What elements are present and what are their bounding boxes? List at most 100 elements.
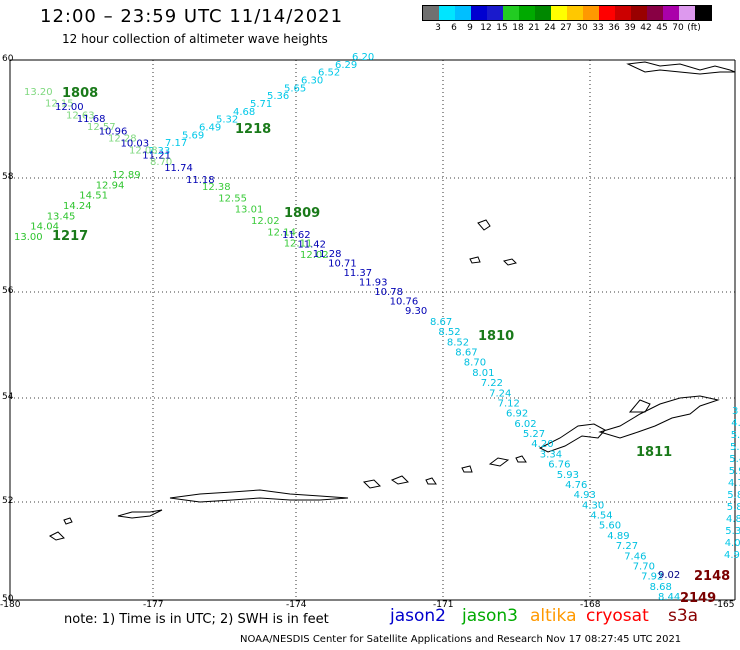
swh-label: 4.54: [590, 511, 612, 522]
legend-labels: 3 6 9 12 15 18 21 24 27 30 33 36 39 42 45 70 (ft): [422, 23, 712, 33]
aleutian-east: [538, 423, 606, 453]
swh-label: 6.02: [514, 419, 536, 430]
pass-number-label: 1811: [636, 445, 672, 460]
swh-label: 9.02: [658, 570, 680, 581]
satellite-jason3-label: jason3: [462, 606, 518, 626]
legend-label: 39: [624, 23, 636, 33]
longitude-label: -180: [0, 600, 21, 610]
altimeter-tracks: 6.206.296.526.305.655.365.714.685.326.49…: [14, 52, 740, 603]
longitude-label: -177: [143, 600, 164, 610]
pribilof-island: [503, 258, 517, 266]
swh-label: 7.27: [616, 541, 638, 552]
swh-label: 12.15: [45, 99, 74, 110]
swh-label: 6.52: [318, 68, 340, 79]
swh-label: 4.93: [574, 490, 596, 501]
swh-label: 5.27: [523, 429, 545, 440]
swh-label: 8.67: [455, 348, 477, 359]
legend-swatch: [423, 6, 439, 20]
swh-label: 10.96: [99, 126, 128, 137]
swh-label: 4.89: [607, 531, 629, 542]
latitude-label: 56: [2, 286, 14, 296]
st-matthew-island: [477, 219, 491, 231]
credit-footer: NOAA/NESDIS Center for Satellite Applica…: [240, 634, 682, 645]
legend-swatch: [455, 6, 471, 20]
swh-label: 12.00: [55, 102, 84, 113]
page-subtitle: 12 hour collection of altimeter wave hei…: [62, 32, 328, 46]
swh-label: 7.24: [489, 388, 511, 399]
legend-swatch: [535, 6, 551, 20]
swh-label: 8.70: [150, 157, 172, 168]
aleutian-far-west: [49, 531, 65, 541]
satellite-altika-label: altika: [530, 606, 577, 626]
latitude-label: 50: [2, 594, 14, 604]
swh-label: 12.14: [267, 227, 296, 238]
swh-label: 7.17: [165, 138, 187, 149]
swh-label: 12.89: [112, 170, 141, 181]
swh-label: 8.67: [430, 317, 452, 328]
pass-number-label: 2149: [680, 591, 716, 606]
map-grid: [9, 59, 736, 601]
swh-label: 14.24: [63, 201, 92, 212]
longitude-label: -171: [433, 600, 454, 610]
swh-label: 4.30: [582, 500, 604, 511]
swh-label: 8.52: [438, 327, 460, 338]
legend-label: 21: [528, 23, 540, 33]
swh-label: 5.71: [250, 99, 272, 110]
swh-label: 4.20: [531, 439, 553, 450]
legend-swatch: [695, 6, 711, 20]
pass-labels: 1808 1218 1809 1217 1810 1811 2148 2149: [52, 86, 730, 606]
longitude-label: -165: [714, 600, 735, 610]
latitude-label: 54: [2, 392, 14, 402]
swh-label: 11.42: [297, 240, 326, 251]
swh-label: 12.02: [251, 216, 280, 227]
swh-label: 12.11: [284, 239, 313, 250]
aleutian-island: [390, 475, 410, 485]
legend-label: 6: [451, 23, 457, 33]
pass-number-label: 1810: [478, 329, 514, 344]
swh-label: 11.18: [186, 175, 215, 186]
coastline: [49, 61, 736, 541]
swh-label: 14.04: [30, 222, 59, 233]
swh-label: 5.4: [730, 442, 740, 453]
swh-label: 4.1: [731, 418, 740, 429]
legend-label: 3: [435, 23, 441, 33]
legend-swatch: [551, 6, 567, 20]
alaska-peninsula: [598, 395, 720, 439]
legend-swatch: [519, 6, 535, 20]
alaska-mainland: [626, 61, 736, 75]
swh-label: 11.62: [282, 230, 311, 241]
latitude-label: 60: [2, 54, 14, 64]
swh-label: 4.78: [728, 478, 740, 489]
color-legend: 3 6 9 12 15 18 21 24 27 30 33 36 39 42 45 70 (ft): [422, 5, 712, 33]
swh-label: 6.29: [335, 60, 357, 71]
swh-label: 5.85: [727, 502, 740, 513]
legend-swatch: [487, 6, 503, 20]
swh-label: 12.38: [202, 182, 231, 193]
swh-label: 12.02: [300, 250, 329, 261]
swh-label: 14.51: [79, 191, 108, 202]
longitude-label: -174: [286, 600, 307, 610]
legend-label: 36: [608, 23, 620, 33]
swh-label: 5.65: [284, 83, 306, 94]
swh-label: 8.44: [658, 592, 680, 603]
swh-label: 6.76: [548, 460, 570, 471]
pass-number-label: 2148: [694, 569, 730, 584]
legend-swatch: [439, 6, 455, 20]
aleutian-island: [461, 465, 473, 473]
swh-label: 8.52: [447, 337, 469, 348]
swh-label: 8.01: [472, 368, 494, 379]
legend-swatch: [631, 6, 647, 20]
legend-swatch: [583, 6, 599, 20]
pribilof-island: [469, 256, 481, 264]
swh-label: 5.41: [729, 454, 740, 465]
swh-label: 7.92: [641, 572, 663, 583]
pass-number-label: 1218: [235, 122, 271, 137]
legend-swatch: [647, 6, 663, 20]
aleutian-west: [117, 509, 163, 519]
swh-label: 5.93: [729, 466, 740, 477]
swh-label: 10.71: [328, 259, 357, 270]
page-title: 12:00 – 23:59 UTC 11/14/2021: [40, 6, 344, 27]
swh-label: 6.92: [506, 409, 528, 420]
swh-label: 13.00: [14, 232, 43, 243]
swh-label: 10.76: [390, 297, 419, 308]
